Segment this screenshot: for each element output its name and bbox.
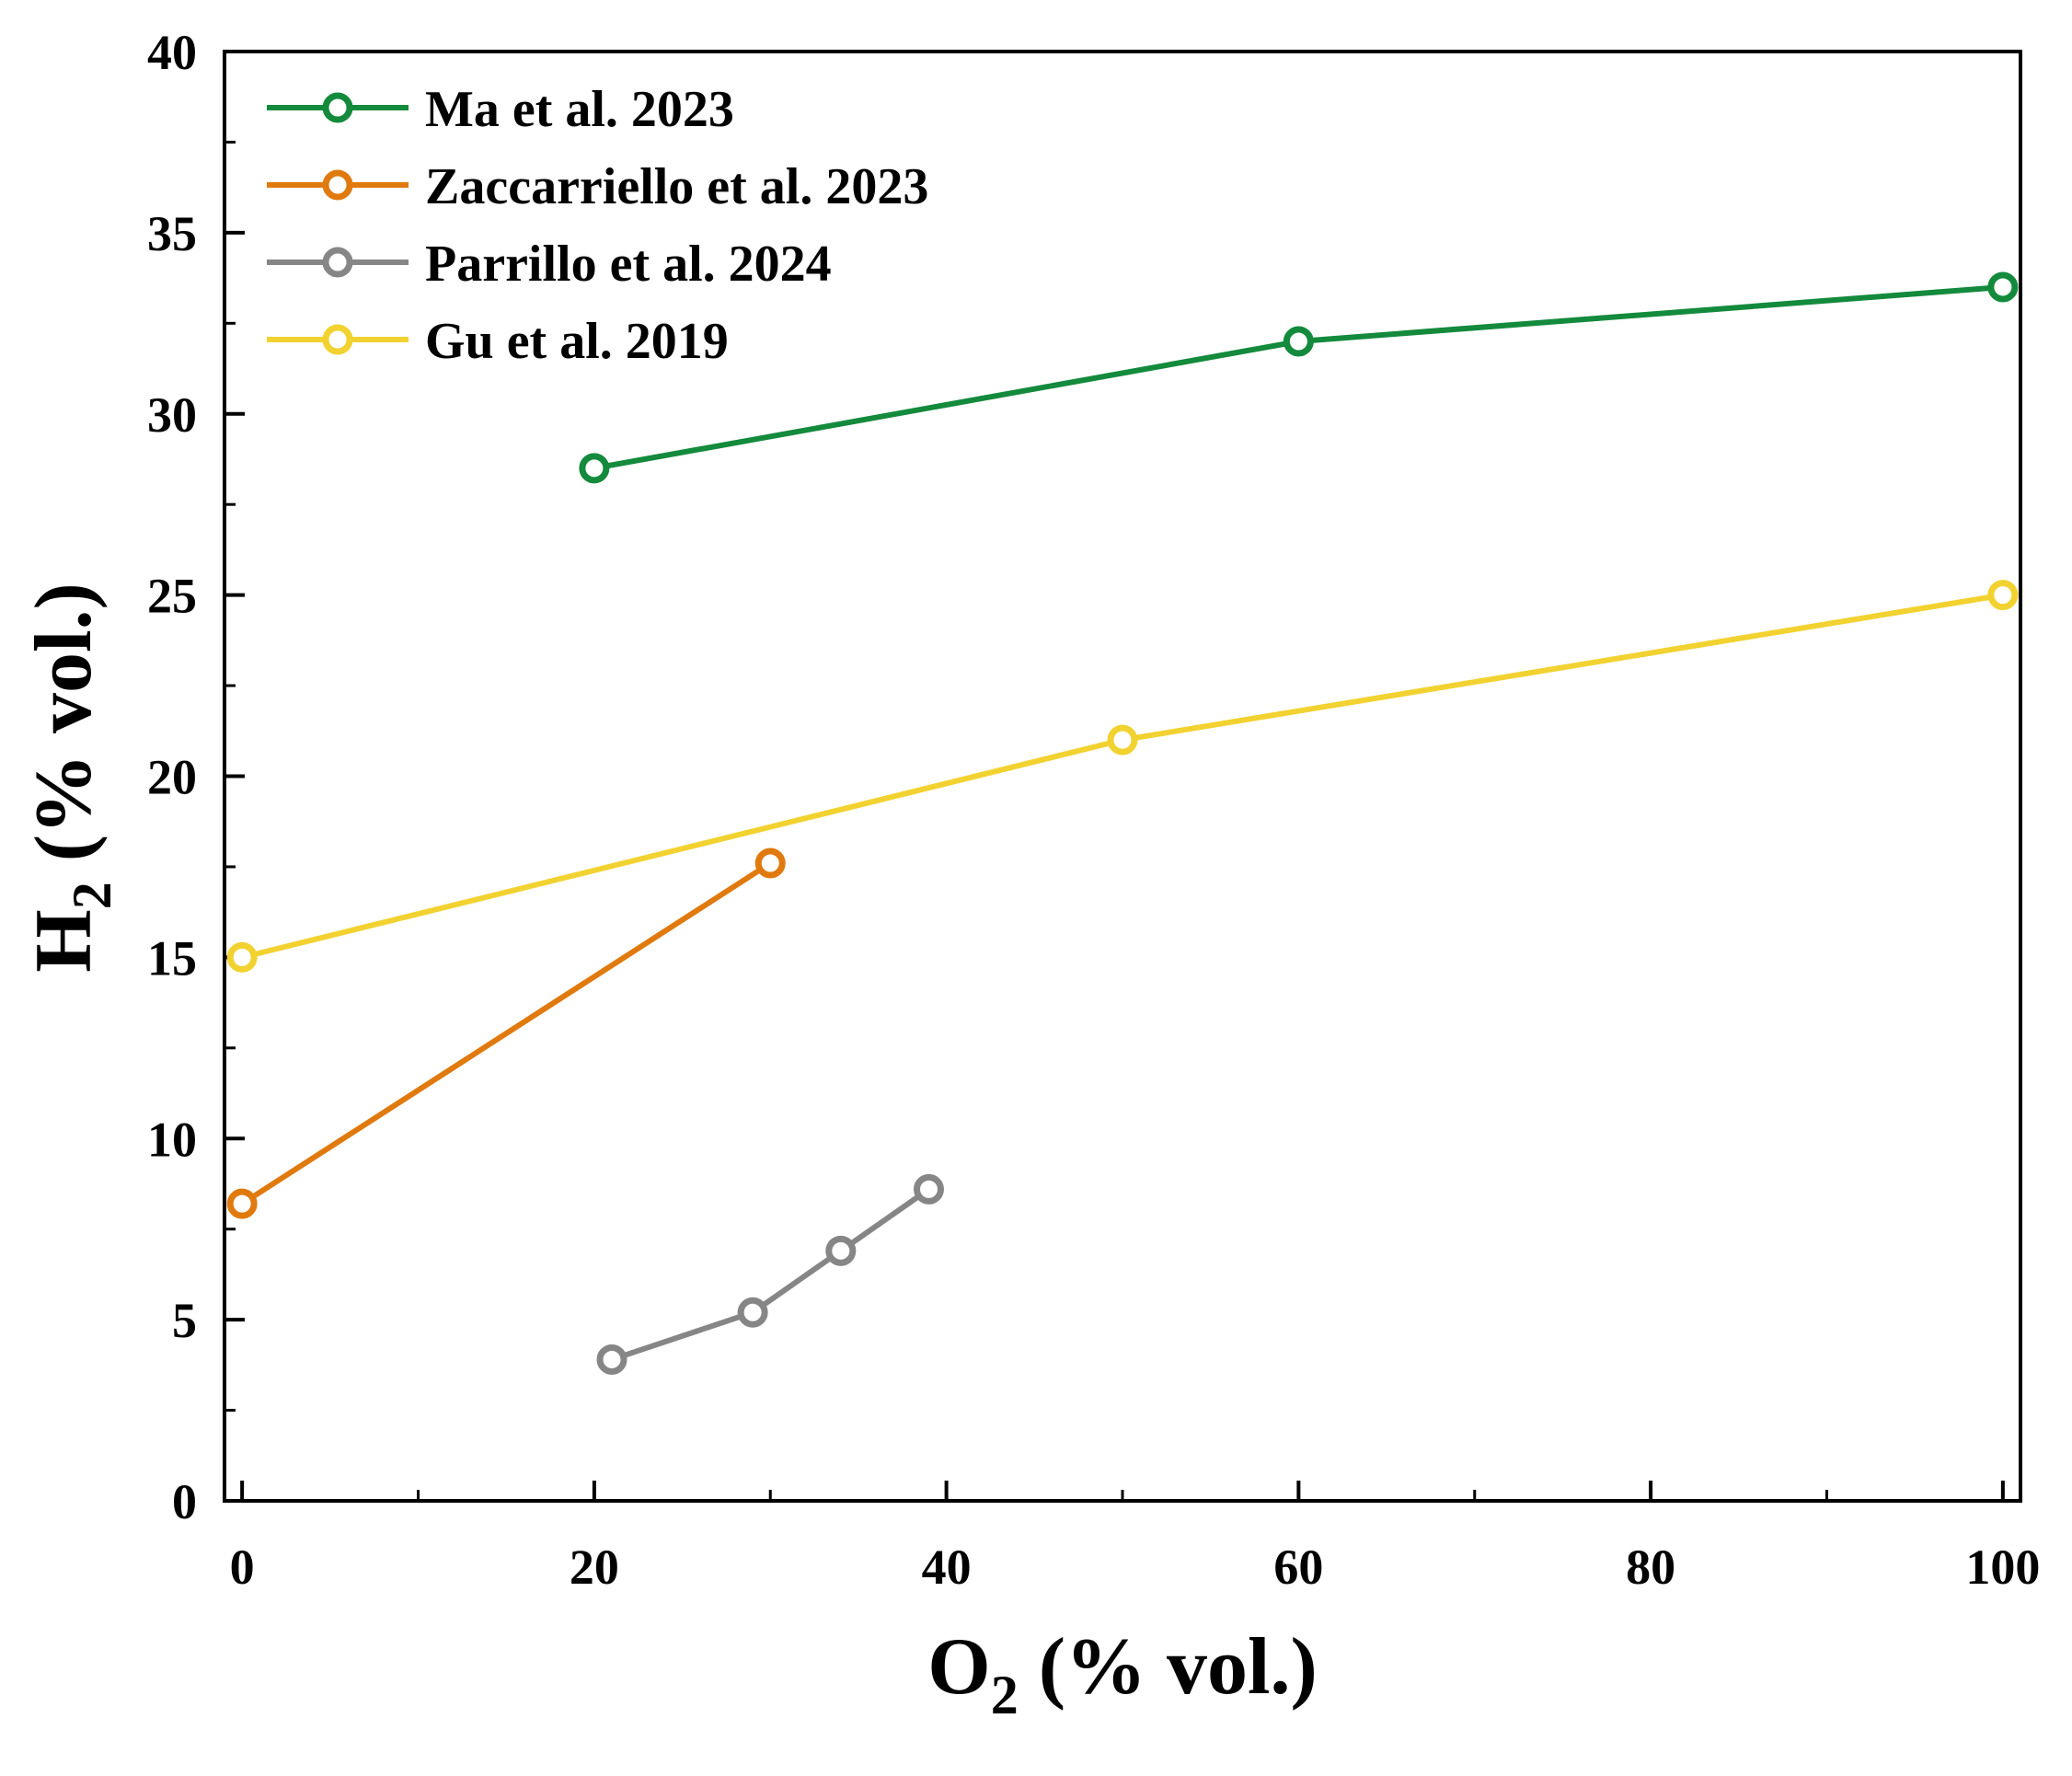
y-tick-label: 25 <box>147 569 197 624</box>
legend-label-ma-et-al-2023: Ma et al. 2023 <box>425 81 734 138</box>
y-axis-title-subscript: 2 <box>62 882 122 909</box>
data-point-gu-et-al-2019 <box>1987 580 2019 611</box>
legend-swatch-marker-gu-et-al-2019 <box>322 324 353 355</box>
y-tick-label: 10 <box>147 1112 197 1167</box>
data-point-zaccarriello-et-al-2023 <box>754 848 786 879</box>
legend-swatch-marker-parrillo-et-al-2024 <box>322 247 353 278</box>
legend-label-gu-et-al-2019: Gu et al. 2019 <box>425 313 729 370</box>
x-tick-label: 0 <box>230 1540 255 1595</box>
y-tick-label: 35 <box>147 206 197 261</box>
x-axis-title-subscript: 2 <box>991 1665 1019 1725</box>
data-point-parrillo-et-al-2024 <box>913 1173 944 1205</box>
y-axis-title-rest: (% vol.) <box>19 582 109 882</box>
y-tick-label: 5 <box>172 1293 197 1348</box>
series-line-parrillo-et-al-2024 <box>611 1186 931 1363</box>
x-tick-label: 100 <box>1965 1540 2040 1595</box>
data-point-parrillo-et-al-2024 <box>825 1235 857 1266</box>
x-tick-labels: 0 20 40 60 80 100 <box>230 1540 2041 1595</box>
y-tick-label: 0 <box>172 1474 197 1529</box>
legend-swatch-marker-ma-et-al-2023 <box>322 92 353 123</box>
y-axis-title-main: H <box>19 909 109 972</box>
x-tick-label: 60 <box>1273 1540 1323 1595</box>
y-tick-label: 20 <box>147 750 197 805</box>
x-tick-label: 20 <box>570 1540 619 1595</box>
x-tick-label: 40 <box>922 1540 972 1595</box>
x-axis-title-main: O <box>927 1622 990 1712</box>
y-axis-title: H2 (% vol.) <box>19 582 122 973</box>
data-point-parrillo-et-al-2024 <box>596 1344 627 1375</box>
series-line-ma-et-al-2023 <box>593 283 2004 471</box>
legend-label-parrillo-et-al-2024: Parrillo et al. 2024 <box>425 236 832 293</box>
data-point-ma-et-al-2023 <box>1987 271 2019 303</box>
legend-swatch-marker-zaccarriello-et-al-2023 <box>322 169 353 201</box>
x-axis-title-rest: (% vol.) <box>1019 1622 1318 1712</box>
series-line-zaccarriello-et-al-2023 <box>240 860 772 1206</box>
series-lines <box>226 271 2019 1375</box>
y-tick-label: 40 <box>147 25 197 80</box>
data-point-zaccarriello-et-al-2023 <box>226 1188 258 1219</box>
x-tick-label: 80 <box>1626 1540 1675 1595</box>
data-point-parrillo-et-al-2024 <box>737 1297 768 1328</box>
series-line-gu-et-al-2019 <box>241 592 2004 961</box>
data-point-ma-et-al-2023 <box>579 453 610 484</box>
legend: Ma et al. 2023 Zaccarriello et al. 2023 Pa… <box>267 81 928 370</box>
plot-frame <box>223 50 2022 1503</box>
y-tick-label: 30 <box>147 387 197 443</box>
y-tick-labels: 0 5 10 15 20 25 30 35 40 <box>147 25 197 1529</box>
data-point-gu-et-al-2019 <box>226 941 258 973</box>
x-axis-title: O2 (% vol.) <box>927 1622 1318 1725</box>
legend-label-zaccarriello-et-al-2023: Zaccarriello et al. 2023 <box>425 158 928 215</box>
data-point-ma-et-al-2023 <box>1283 326 1314 357</box>
data-point-gu-et-al-2019 <box>1107 724 1138 755</box>
y-tick-label: 15 <box>147 930 197 986</box>
